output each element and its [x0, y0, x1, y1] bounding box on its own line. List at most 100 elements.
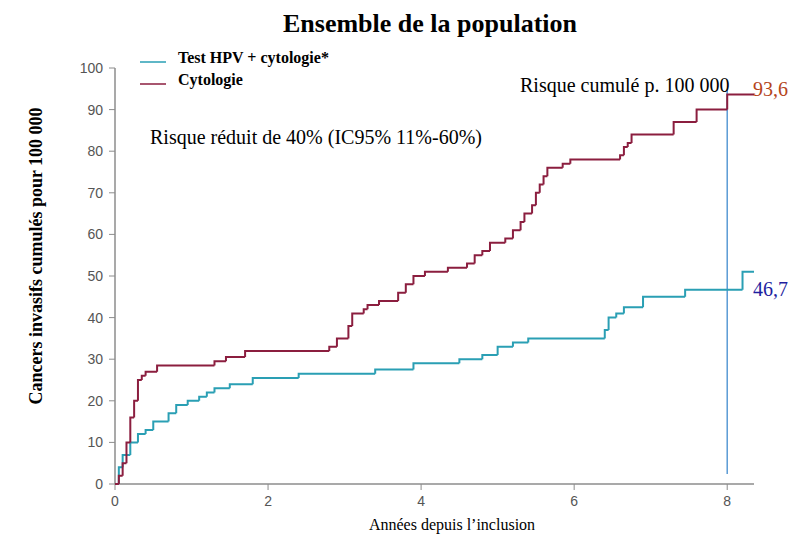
step-segment [643, 297, 685, 307]
x-tick-label: 6 [570, 493, 578, 509]
step-segment [130, 442, 138, 454]
step-segment [299, 374, 376, 378]
step-segment [570, 160, 620, 164]
y-tick [109, 68, 115, 69]
step-segment [169, 413, 177, 421]
y-tick [109, 317, 115, 318]
step-segment [157, 365, 214, 371]
y-tick-label: 30 [87, 351, 103, 367]
y-tick-label: 70 [87, 185, 103, 201]
y-tick-label: 40 [87, 310, 103, 326]
y-tick-label: 10 [87, 434, 103, 450]
step-segment [413, 363, 459, 369]
y-tick-label: 0 [95, 476, 103, 492]
step-segment [226, 357, 245, 361]
step-segment [337, 338, 348, 346]
step-segment [620, 155, 624, 159]
step-segment [513, 343, 528, 347]
step-segment [214, 388, 229, 392]
step-segment [134, 401, 138, 418]
x-tick-label: 0 [111, 493, 119, 509]
y-tick-label: 50 [87, 268, 103, 284]
legend-swatch [140, 83, 166, 85]
step-segment [540, 184, 544, 192]
step-segment [536, 193, 540, 205]
step-segment [230, 384, 253, 388]
step-segment [616, 313, 624, 317]
step-segment [624, 307, 643, 313]
step-segment [253, 378, 299, 384]
step-segment [532, 205, 536, 213]
step-segment [245, 351, 329, 357]
step-segment [207, 392, 215, 396]
legend-label: Test HPV + cytologie* [178, 49, 329, 67]
step-segment [398, 293, 406, 301]
x-tick-label: 2 [264, 493, 272, 509]
step-segment [138, 380, 142, 401]
step-segment [467, 264, 475, 268]
step-segment [123, 463, 127, 475]
legend-swatch [140, 61, 166, 63]
x-tick [727, 484, 728, 490]
step-segment [459, 359, 482, 363]
y-tick [109, 109, 115, 110]
step-segment [138, 434, 146, 442]
step-segment [513, 230, 521, 238]
step-segment [482, 355, 497, 359]
step-segment [130, 417, 134, 442]
step-segment [505, 239, 513, 243]
series [115, 272, 754, 484]
step-segment [364, 309, 368, 313]
legend-label: Cytologie [178, 71, 243, 89]
step-segment [379, 301, 398, 305]
step-segment [697, 110, 728, 122]
step-segment [413, 276, 424, 284]
step-segment [605, 330, 609, 338]
y-tick-label: 90 [87, 102, 103, 118]
y-tick [109, 276, 115, 277]
step-segment [475, 255, 483, 263]
step-segment [524, 214, 532, 222]
x-tick-label: 4 [417, 493, 425, 509]
step-segment [609, 318, 617, 330]
step-segment [628, 143, 632, 147]
step-segment [528, 338, 605, 342]
y-tick [109, 151, 115, 152]
step-segment [632, 135, 674, 143]
x-tick [268, 484, 269, 490]
annotation: Risque réduit de 40% (IC95% 11%-60%) [150, 126, 482, 149]
title: Ensemble de la population [283, 9, 578, 38]
x-axis-label: Années depuis l’inclusion [369, 516, 535, 534]
step-segment [547, 168, 562, 176]
y-tick-label: 20 [87, 393, 103, 409]
step-segment [490, 243, 505, 251]
y-tick-label: 80 [87, 143, 103, 159]
y-tick [109, 234, 115, 235]
y-tick [109, 192, 115, 193]
step-segment [329, 347, 337, 351]
step-segment [624, 147, 628, 155]
x-tick-label: 8 [723, 493, 731, 509]
step-segment [348, 326, 352, 338]
step-segment [498, 347, 513, 355]
step-segment [521, 222, 525, 230]
step-segment [199, 397, 207, 401]
step-segment [214, 361, 225, 365]
y-tick [109, 400, 115, 401]
step-segment [406, 284, 414, 292]
chart: Ensemble de la population010203040506070… [0, 0, 810, 540]
annotation: Risque cumulé p. 100 000 [520, 74, 729, 97]
step-segment [674, 122, 697, 134]
step-segment [188, 401, 199, 405]
step-segment [482, 251, 490, 255]
step-segment [146, 430, 154, 434]
step-segment [448, 268, 467, 272]
reference-line [726, 89, 728, 474]
series [115, 95, 754, 484]
y-tick [109, 442, 115, 443]
annotation: 93,6 [753, 78, 788, 100]
y-tick [109, 484, 115, 485]
x-tick [421, 484, 422, 490]
step-segment [685, 290, 742, 297]
y-axis-label: Cancers invasifs cumulés pour 100 000 [26, 107, 46, 404]
